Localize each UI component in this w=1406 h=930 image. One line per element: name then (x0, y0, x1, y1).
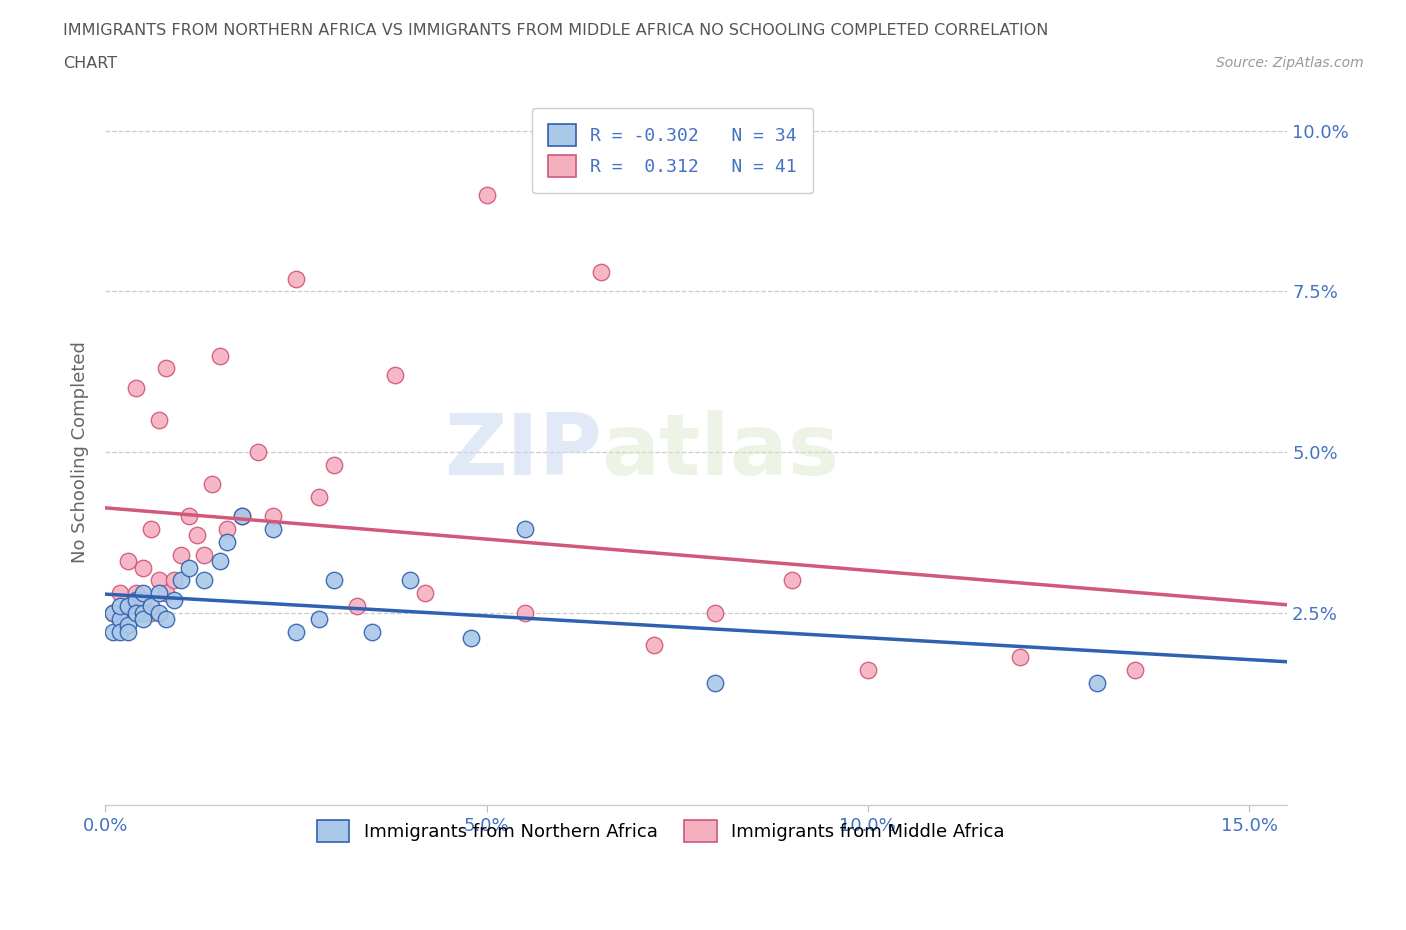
Point (308, 489, 330, 504)
Point (1123, 663, 1146, 678)
Point (217, 535, 239, 550)
Point (132, 586, 155, 601)
Point (125, 605, 148, 620)
Point (132, 605, 155, 620)
Point (148, 573, 170, 588)
Point (117, 599, 139, 614)
Point (163, 592, 186, 607)
Point (231, 509, 253, 524)
Point (110, 624, 132, 639)
Point (110, 599, 132, 614)
Point (110, 612, 132, 627)
Point (262, 509, 284, 524)
Point (117, 599, 139, 614)
Point (415, 586, 437, 601)
Point (132, 560, 155, 575)
Point (1010, 650, 1032, 665)
Point (346, 599, 368, 614)
Point (284, 624, 307, 639)
Point (148, 412, 170, 427)
Point (193, 573, 215, 588)
Point (110, 586, 132, 601)
Point (170, 573, 193, 588)
Point (117, 624, 139, 639)
Point (132, 612, 155, 627)
Point (780, 573, 803, 588)
Point (217, 522, 239, 537)
Point (110, 612, 132, 627)
Point (231, 509, 253, 524)
Point (856, 663, 879, 678)
Text: ZIP: ZIP (444, 410, 602, 494)
Text: atlas: atlas (602, 410, 839, 494)
Point (139, 599, 162, 614)
Point (361, 624, 384, 639)
Point (155, 586, 177, 601)
Point (323, 573, 346, 588)
Point (132, 592, 155, 607)
Point (308, 612, 330, 627)
Point (155, 612, 177, 627)
Legend: Immigrants from Northern Africa, Immigrants from Middle Africa: Immigrants from Northern Africa, Immigra… (309, 813, 1012, 849)
Text: IMMIGRANTS FROM NORTHERN AFRICA VS IMMIGRANTS FROM MIDDLE AFRICA NO SCHOOLING CO: IMMIGRANTS FROM NORTHERN AFRICA VS IMMIG… (63, 23, 1049, 38)
Point (186, 528, 208, 543)
Point (148, 605, 170, 620)
Point (384, 367, 406, 382)
Point (148, 586, 170, 601)
Point (208, 348, 231, 363)
Point (513, 605, 536, 620)
Point (262, 522, 284, 537)
Point (139, 522, 162, 537)
Point (125, 586, 148, 601)
Point (155, 361, 177, 376)
Point (101, 605, 124, 620)
Point (101, 624, 124, 639)
Point (589, 265, 612, 280)
Point (323, 458, 346, 472)
Text: Source: ZipAtlas.com: Source: ZipAtlas.com (1216, 56, 1364, 70)
Point (170, 547, 193, 562)
Point (177, 560, 200, 575)
Point (117, 618, 139, 632)
Y-axis label: No Schooling Completed: No Schooling Completed (72, 341, 89, 563)
Point (460, 631, 482, 645)
Point (163, 573, 186, 588)
Point (201, 477, 224, 492)
Point (246, 445, 269, 459)
Point (139, 605, 162, 620)
Point (1085, 676, 1108, 691)
Point (125, 592, 148, 607)
Point (475, 188, 498, 203)
Point (704, 605, 727, 620)
Point (193, 547, 215, 562)
Point (101, 605, 124, 620)
Point (125, 380, 148, 395)
Point (177, 509, 200, 524)
Point (117, 553, 139, 568)
Text: CHART: CHART (63, 56, 117, 71)
Point (399, 573, 422, 588)
Point (513, 522, 536, 537)
Point (284, 272, 307, 286)
Point (704, 676, 727, 691)
Point (208, 553, 231, 568)
Point (643, 637, 665, 652)
